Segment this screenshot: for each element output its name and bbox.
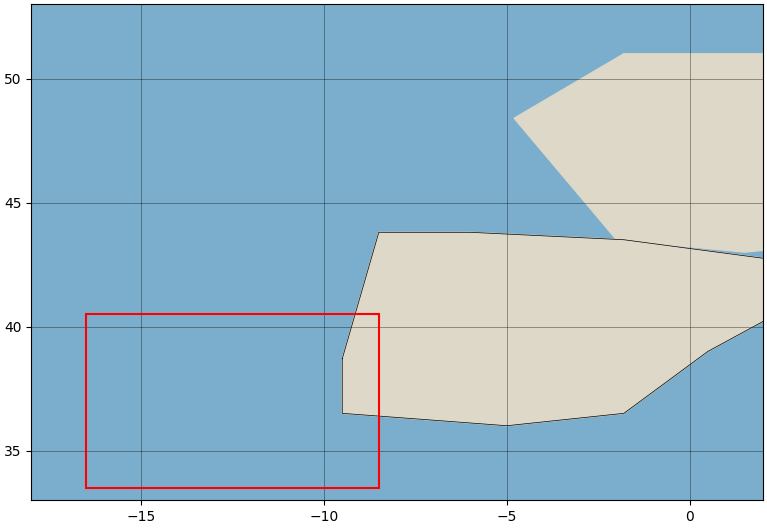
Polygon shape <box>514 54 767 252</box>
Polygon shape <box>342 232 767 426</box>
Bar <box>86 314 379 488</box>
